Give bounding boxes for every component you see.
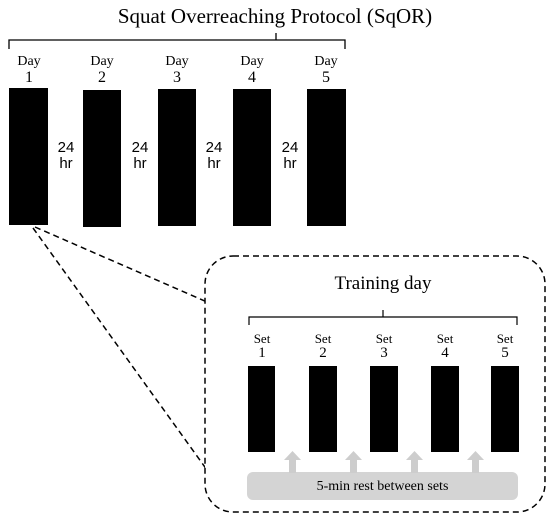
set-word: Set [436,331,454,346]
set-label-2: Set 2 [303,332,343,361]
diagram-title: Squat Overreaching Protocol (SqOR) [117,4,433,28]
gap-value: 24 [205,139,223,156]
day-label-2: Day 2 [82,54,122,86]
day-word: Day [17,54,41,69]
set-label-1: Set 1 [242,332,282,361]
gap-unit: hr [207,154,221,172]
rest-arrows [284,451,484,473]
set-label-5: Set 5 [485,332,525,361]
training-day-title: Training day [334,273,432,294]
set-number: 1 [258,344,266,361]
gap-label-4: 24 hr [275,140,305,172]
set-block-5 [491,366,519,452]
set-word: Set [314,331,332,346]
gap-value: 24 [281,139,299,156]
day-label-5: Day 5 [306,54,346,86]
rest-arrow-1 [284,451,301,473]
top-brace [8,33,346,49]
day-word: Day [240,54,264,69]
set-block-1 [248,366,275,452]
set-number: 4 [441,344,449,361]
day-number: 4 [248,68,256,86]
day-block-5 [307,89,346,226]
gap-unit: hr [283,154,297,172]
set-word: Set [253,331,271,346]
zoom-line-upper [34,226,208,303]
set-label-3: Set 3 [364,332,404,361]
day-label-3: Day 3 [157,54,197,86]
rest-bar [247,472,518,500]
gap-label-3: 24 hr [199,140,229,172]
gap-value: 24 [131,139,149,156]
day-number: 3 [173,68,181,86]
day-block-3 [158,89,196,226]
rest-arrow-4 [467,451,484,473]
set-word: Set [375,331,393,346]
gap-unit: hr [59,154,73,172]
day-block-4 [233,89,271,226]
rest-label: 5-min rest between sets [316,479,449,494]
day-number: 5 [322,68,330,86]
set-word: Set [496,331,514,346]
day-word: Day [165,54,189,69]
gap-label-2: 24 hr [125,140,155,172]
gap-value: 24 [57,139,75,156]
day-label-4: Day 4 [232,54,272,86]
day-block-1 [9,88,48,225]
day-block-2 [83,90,121,227]
rest-arrow-3 [406,451,423,473]
gap-unit: hr [133,154,147,172]
rest-arrow-2 [345,451,362,473]
day-number: 1 [25,68,33,86]
inset-brace [248,310,518,325]
gap-label-1: 24 hr [51,140,81,172]
set-block-3 [370,366,398,452]
day-label-1: Day 1 [9,54,49,86]
set-label-4: Set 4 [425,332,465,361]
set-block-4 [431,366,459,452]
set-number: 5 [501,344,509,361]
set-block-2 [309,366,337,452]
day-word: Day [314,54,338,69]
day-word: Day [90,54,114,69]
day-number: 2 [98,68,106,86]
set-number: 3 [380,344,388,361]
set-number: 2 [319,344,327,361]
